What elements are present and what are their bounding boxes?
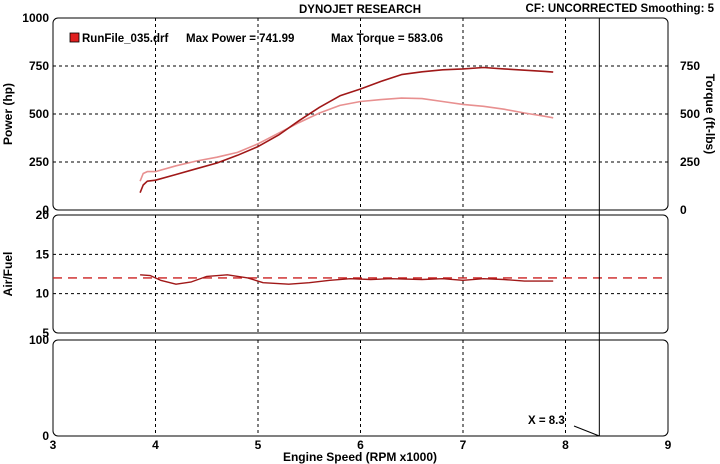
grid-layer [53,18,668,436]
power-tick-750: 750 [29,59,49,73]
power-series-line [139,66,554,193]
torque-tick-0: 0 [680,203,687,217]
series-layer [53,18,668,437]
cursor-readout-leader [573,425,600,437]
legend-swatch [69,32,80,43]
x-tick-7: 7 [460,438,467,452]
power-tick-250: 250 [29,155,49,169]
power-tick-500: 500 [29,107,49,121]
y-axis-label-power: Power (hp) [1,83,15,145]
aux-tick-0: 0 [42,429,49,443]
x-axis-label: Engine Speed (RPM x1000) [283,450,437,464]
x-tick-4: 4 [152,438,159,452]
aux-tick-100: 100 [29,333,49,347]
x-tick-3: 3 [50,438,57,452]
air-fuel-tick-20: 20 [36,208,50,222]
torque-tick-750: 750 [680,59,700,73]
air-fuel-series-line [140,274,554,285]
x-tick-8: 8 [562,438,569,452]
torque-series-line [139,97,554,182]
power-tick-0: 0 [42,203,49,217]
x-tick-5: 5 [255,438,262,452]
torque-tick-500: 500 [680,107,700,121]
x-tick-9: 9 [665,438,672,452]
x-tick-6: 6 [357,438,364,452]
chart-header-title: DYNOJET RESEARCH [299,4,421,16]
air-fuel-panel [52,214,669,334]
legend-max-torque: Max Torque = 583.06 [331,33,443,45]
chart-header-info: CF: UNCORRECTED Smoothing: 5 [526,3,715,15]
torque-tick-250: 250 [680,155,700,169]
air-fuel-tick-15: 15 [36,247,50,261]
y-axis-label-torque: Torque (ft-lbs) [703,74,717,154]
air-fuel-tick-5: 5 [42,326,49,340]
y-axis-label-air-fuel: Air/Fuel [1,252,15,297]
power-tick-1000: 1000 [22,11,49,25]
air-fuel-tick-10: 10 [36,287,50,301]
legend-run-name: RunFile_035.drf [82,33,168,45]
legend-max-power: Max Power = 741.99 [186,33,294,45]
cursor-readout: X = 8.3 [528,415,565,427]
